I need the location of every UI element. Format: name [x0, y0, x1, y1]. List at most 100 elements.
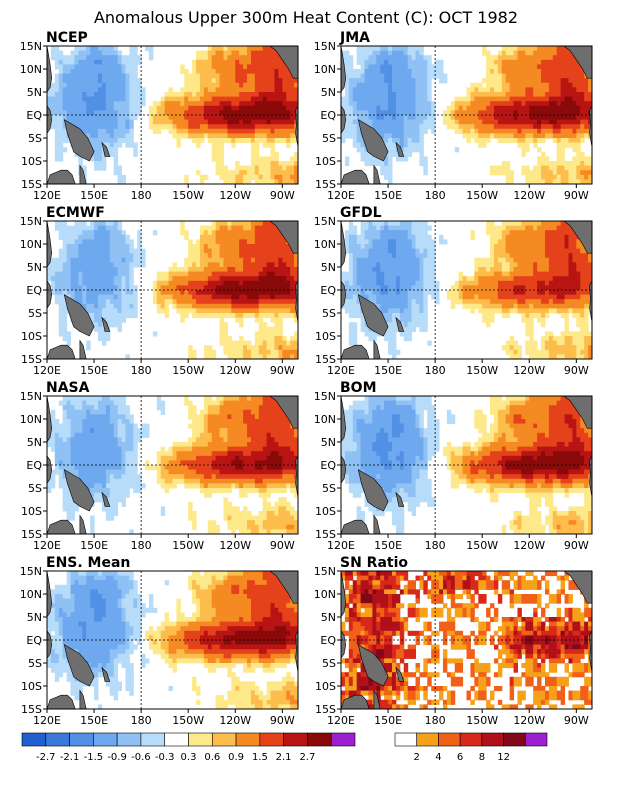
heatmap-cell [564, 119, 569, 125]
heatmap-cell [70, 55, 75, 61]
y-tick-label: 10S [315, 155, 336, 168]
heatmap-cell [407, 69, 413, 75]
heatmap-cell [274, 161, 279, 167]
heatmap-cell [278, 124, 283, 130]
heatmap-cell [486, 294, 491, 300]
heatmap-cell [215, 280, 221, 286]
heatmap-cell [235, 96, 240, 102]
heatmap-cell [97, 110, 103, 116]
heatmap-cell [282, 161, 287, 167]
heatmap-cell [517, 276, 522, 282]
heatmap-cell [364, 253, 369, 259]
heatmap-cell [227, 271, 232, 277]
heatmap-cell [94, 96, 99, 102]
heatmap-cell [58, 285, 64, 291]
heatmap-cell [368, 50, 373, 56]
heatmap-cell [403, 271, 409, 277]
heatmap-cell [537, 170, 542, 176]
heatmap-cell [341, 128, 346, 134]
heatmap-cell [513, 78, 518, 84]
heatmap-cell [497, 128, 503, 134]
heatmap-cell [258, 225, 264, 231]
heatmap-cell [497, 101, 503, 107]
heatmap-cell [411, 276, 417, 282]
heatmap-cell [239, 336, 244, 342]
heatmap-cell [352, 257, 358, 263]
heatmap-cell [258, 133, 264, 139]
heatmap-cell [219, 119, 224, 125]
heatmap-cell [129, 78, 134, 84]
heatmap-cell [544, 253, 550, 259]
panel-label: JMA [339, 30, 370, 46]
heatmap-cell [133, 96, 138, 102]
heatmap-cell [78, 156, 83, 162]
heatmap-cell [348, 64, 354, 70]
heatmap-cell [227, 244, 232, 250]
heatmap-cell [133, 147, 138, 153]
heatmap-cell [415, 239, 420, 245]
heatmap-cell [294, 331, 298, 337]
heatmap-cell [278, 101, 283, 107]
heatmap-cell [380, 55, 385, 61]
heatmap-cell [262, 276, 268, 282]
heatmap-cell [113, 46, 119, 52]
heatmap-cell [90, 78, 95, 84]
heatmap-cell [58, 64, 64, 70]
heatmap-cell [423, 101, 428, 107]
heatmap-cell [262, 267, 268, 273]
land-mass [258, 46, 298, 79]
heatmap-cell [223, 87, 228, 93]
heatmap-cell [588, 101, 592, 107]
heatmap-cell [391, 271, 397, 277]
heatmap-cell [90, 253, 95, 259]
heatmap-cell [129, 101, 134, 107]
heatmap-cell [395, 221, 401, 227]
heatmap-cell [544, 92, 550, 98]
heatmap-cell [419, 73, 424, 79]
heatmap-cell [101, 151, 107, 157]
heatmap-cell [548, 101, 554, 107]
heatmap-cell [192, 262, 197, 268]
heatmap-cell [493, 59, 499, 65]
heatmap-cell [399, 64, 405, 70]
heatmap-cell [364, 230, 369, 236]
heatmap-cell [105, 336, 111, 342]
heatmap-cell [270, 50, 275, 56]
heatmap-cell [199, 285, 205, 291]
land-mass [47, 46, 53, 93]
heatmap-cell [278, 138, 283, 144]
heatmap-cell [172, 267, 177, 273]
heatmap-cell [576, 87, 581, 93]
heatmap-cell [380, 78, 385, 84]
heatmap-cell [352, 133, 358, 139]
heatmap-cell [54, 119, 60, 125]
heatmap-cell [486, 59, 491, 65]
heatmap-cell [497, 253, 503, 259]
heatmap-cell [556, 174, 562, 180]
heatmap-cell [184, 271, 189, 277]
heatmap-cell [458, 115, 464, 121]
heatmap-cell [215, 55, 221, 61]
heatmap-cell [164, 110, 170, 116]
heatmap-cell [454, 285, 460, 291]
heatmap-cell [588, 105, 592, 111]
heatmap-cell [258, 156, 264, 162]
heatmap-cell [580, 82, 585, 88]
heatmap-cell [243, 133, 248, 139]
heatmap-cell [70, 78, 75, 84]
heatmap-cell [94, 257, 99, 263]
heatmap-cell [529, 239, 534, 245]
heatmap-cell [364, 280, 369, 286]
heatmap-cell [78, 244, 83, 250]
heatmap-cell [219, 138, 224, 144]
heatmap-cell [266, 257, 272, 263]
heatmap-cell [164, 285, 170, 291]
heatmap-cell [529, 174, 534, 180]
heatmap-cell [572, 271, 577, 277]
heatmap-cell [50, 285, 56, 291]
heatmap-cell [462, 119, 467, 125]
heatmap-cell [572, 110, 577, 116]
heatmap-cell [290, 78, 295, 84]
heatmap-cell [552, 124, 558, 130]
heatmap-cell [584, 179, 589, 184]
